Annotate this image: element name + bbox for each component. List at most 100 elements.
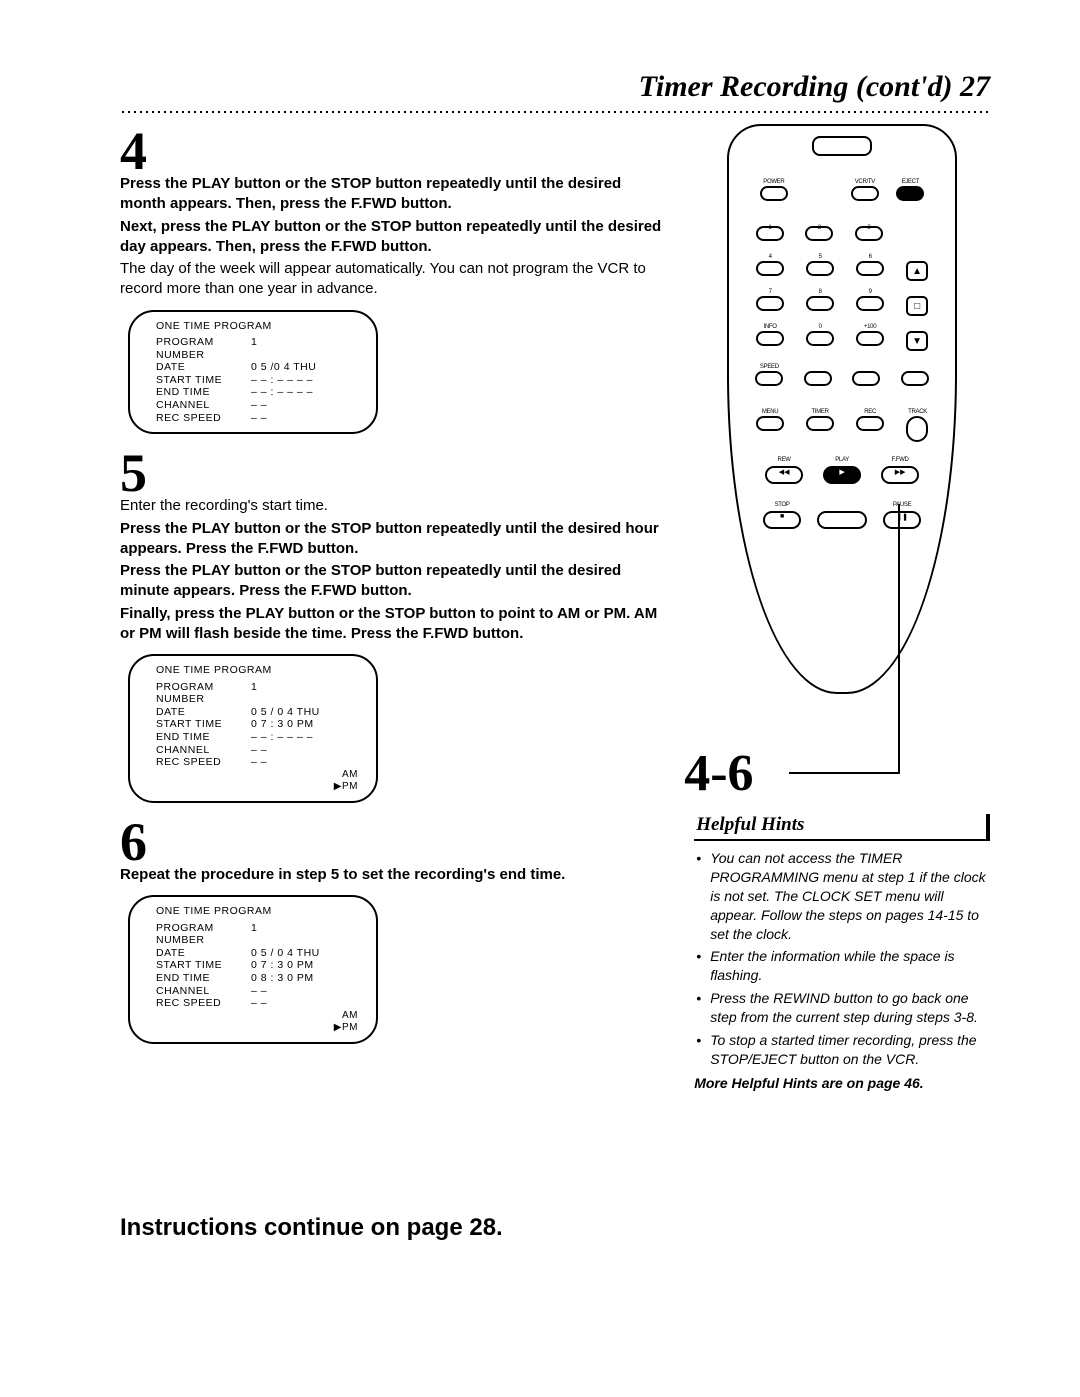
remote-speed: SPEED (755, 371, 783, 386)
osd1-prognum-label: PROGRAM NUMBER (156, 336, 251, 361)
remote-key-8: 8 (806, 296, 834, 311)
hint-item: To stop a started timer recording, press… (696, 1031, 990, 1069)
osd1-spd-val: – – (251, 412, 358, 425)
osd-panel-3: ONE TIME PROGRAM PROGRAM NUMBER 1 DATE0 … (128, 895, 378, 1044)
osd3-title: ONE TIME PROGRAM (156, 905, 358, 918)
step-6-number: 6 (120, 815, 664, 869)
osd2-ch-val: – – (251, 744, 358, 757)
osd3-ch-val: – – (251, 985, 358, 998)
step-5-number: 5 (120, 446, 664, 500)
remote-ir-window (812, 136, 872, 156)
remote-rec: REC (856, 416, 884, 431)
osd3-ch-label: CHANNEL (156, 985, 251, 998)
remote-stop: STOP■ (763, 511, 801, 529)
osd2-ch-label: CHANNEL (156, 744, 251, 757)
remote-bar (817, 511, 867, 529)
osd2-date-label: DATE (156, 706, 251, 719)
step-6-body: Repeat the procedure in step 5 to set th… (120, 865, 664, 885)
osd2-end-label: END TIME (156, 731, 251, 744)
step-5-text-2: Press the PLAY button or the STOP button… (120, 561, 664, 602)
remote-key-0: 0 (806, 331, 834, 346)
osd3-date-label: DATE (156, 947, 251, 960)
osd1-start-val: – – : – – – – (251, 374, 358, 387)
remote-ffwd: F.FWD▶▶ (881, 466, 919, 484)
remote-key-1: 1 (756, 226, 784, 241)
osd-panel-2: ONE TIME PROGRAM PROGRAM NUMBER 1 DATE0 … (128, 654, 378, 803)
remote-misc-a (804, 371, 832, 386)
osd3-start-label: START TIME (156, 959, 251, 972)
osd2-pm: ▶PM (334, 781, 358, 793)
dotted-rule (120, 110, 990, 114)
step-4-body: Press the PLAY button or the STOP button… (120, 174, 664, 300)
osd3-spd-label: REC SPEED (156, 997, 251, 1010)
callout-leader-h (789, 772, 899, 774)
hint-item: Press the REWIND button to go back one s… (696, 989, 990, 1027)
osd1-ch-label: CHANNEL (156, 399, 251, 412)
remote-ch-down: ▼ (906, 331, 928, 351)
step-6-text-1: Repeat the procedure in step 5 to set th… (120, 865, 664, 885)
hints-title: Helpful Hints (694, 814, 990, 841)
remote-rew: REW◀◀ (765, 466, 803, 484)
osd1-ch-val: – – (251, 399, 358, 412)
osd2-prognum-val: 1 (251, 681, 358, 706)
osd1-date-label: DATE (156, 361, 251, 374)
osd2-am: AM (342, 769, 358, 780)
osd1-title: ONE TIME PROGRAM (156, 320, 358, 333)
osd2-title: ONE TIME PROGRAM (156, 664, 358, 677)
left-column: 4 Press the PLAY button or the STOP butt… (120, 124, 664, 1242)
remote-ch-enter: □ (906, 296, 928, 316)
remote-eject-button: EJECT (896, 186, 924, 201)
osd-panel-1: ONE TIME PROGRAM PROGRAM NUMBER 1 DATE0 … (128, 310, 378, 435)
remote-menu: MENU (756, 416, 784, 431)
remote-vcrtv-button: VCR/TV (851, 186, 879, 201)
remote-power-button: POWER (760, 186, 788, 201)
helpful-hints: Helpful Hints You can not access the TIM… (694, 814, 990, 1091)
osd3-pm: ▶PM (334, 1022, 358, 1034)
osd2-spd-val: – – (251, 756, 358, 769)
remote-play: PLAY▶ (823, 466, 861, 484)
step-5-text-1: Press the PLAY button or the STOP button… (120, 519, 664, 560)
remote-key-7: 7 (756, 296, 784, 311)
osd3-start-val: 0 7 : 3 0 PM (251, 959, 358, 972)
step-5-body: Enter the recording's start time. Press … (120, 496, 664, 644)
remote-callout-label: 4-6 (684, 744, 753, 803)
osd1-date-val: 0 5 /0 4 THU (251, 361, 358, 374)
osd3-end-label: END TIME (156, 972, 251, 985)
step-5-text-3: Finally, press the PLAY button or the ST… (120, 604, 664, 645)
right-column: POWER VCR/TV EJECT 1 2 3 4 5 6 (694, 124, 990, 1242)
remote-pause: PAUSE❚❚ (883, 511, 921, 529)
remote-track: TRACK (906, 416, 928, 442)
osd1-end-label: END TIME (156, 386, 251, 399)
osd1-spd-label: REC SPEED (156, 412, 251, 425)
step-5-text-0: Enter the recording's start time. (120, 496, 664, 516)
osd3-prognum-label: PROGRAM NUMBER (156, 922, 251, 947)
osd1-start-label: START TIME (156, 374, 251, 387)
remote-key-4: 4 (756, 261, 784, 276)
remote-key-5: 5 (806, 261, 834, 276)
remote-misc-c (901, 371, 929, 386)
osd2-start-label: START TIME (156, 718, 251, 731)
remote-ch-up: ▲ (906, 261, 928, 281)
content-columns: 4 Press the PLAY button or the STOP butt… (120, 124, 990, 1242)
remote-timer: TIMER (806, 416, 834, 431)
osd2-prognum-label: PROGRAM NUMBER (156, 681, 251, 706)
hint-item: You can not access the TIMER PROGRAMMING… (696, 849, 990, 943)
step-4-number: 4 (120, 124, 664, 178)
continue-text: Instructions continue on page 28. (120, 1214, 664, 1242)
callout-leader-v (898, 504, 900, 774)
osd1-prognum-val: 1 (251, 336, 358, 361)
remote-plus100: +100 (856, 331, 884, 346)
osd3-am: AM (342, 1010, 358, 1021)
hints-more: More Helpful Hints are on page 46. (694, 1075, 990, 1091)
osd3-end-val: 0 8 : 3 0 PM (251, 972, 358, 985)
osd1-end-val: – – : – – – – (251, 386, 358, 399)
osd2-date-val: 0 5 / 0 4 THU (251, 706, 358, 719)
page-title: Timer Recording (cont'd) 27 (120, 70, 990, 104)
remote-key-3: 3 (855, 226, 883, 241)
remote-illustration: POWER VCR/TV EJECT 1 2 3 4 5 6 (694, 124, 990, 694)
remote-misc-b (852, 371, 880, 386)
step-4-text-2: Next, press the PLAY button or the STOP … (120, 217, 664, 258)
osd2-start-val: 0 7 : 3 0 PM (251, 718, 358, 731)
osd3-spd-val: – – (251, 997, 358, 1010)
step-4-text-1: Press the PLAY button or the STOP button… (120, 174, 664, 215)
